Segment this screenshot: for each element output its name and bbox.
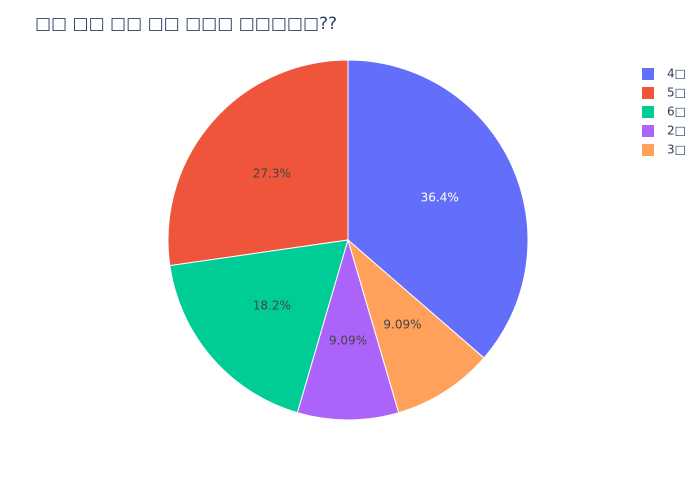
- legend-label: 2□: [667, 124, 686, 138]
- legend-swatch: [642, 68, 654, 80]
- pie-slice: [169, 239, 349, 414]
- pie-slice: [296, 238, 400, 421]
- pie-slice: [347, 238, 485, 414]
- slice-label: 9.09%: [383, 317, 421, 331]
- chart-title: □□ □□ □□ □□ □□□ □□□□□??: [35, 14, 337, 34]
- slice-label: 27.3%: [253, 167, 291, 181]
- slice-label: 9.09%: [329, 333, 367, 347]
- legend-swatch: [642, 144, 654, 156]
- legend-label: 6□: [667, 105, 686, 119]
- slice-label: 36.4%: [421, 191, 459, 205]
- slice-label: 18.2%: [253, 299, 291, 313]
- legend-label: 3□: [667, 143, 686, 157]
- legend-swatch: [642, 125, 654, 137]
- legend-swatch: [642, 87, 654, 99]
- legend-swatch: [642, 106, 654, 118]
- pie-slice: [347, 59, 529, 359]
- pie-slice: [167, 59, 349, 267]
- legend-label: 4□: [667, 67, 686, 81]
- legend-label: 5□: [667, 86, 686, 100]
